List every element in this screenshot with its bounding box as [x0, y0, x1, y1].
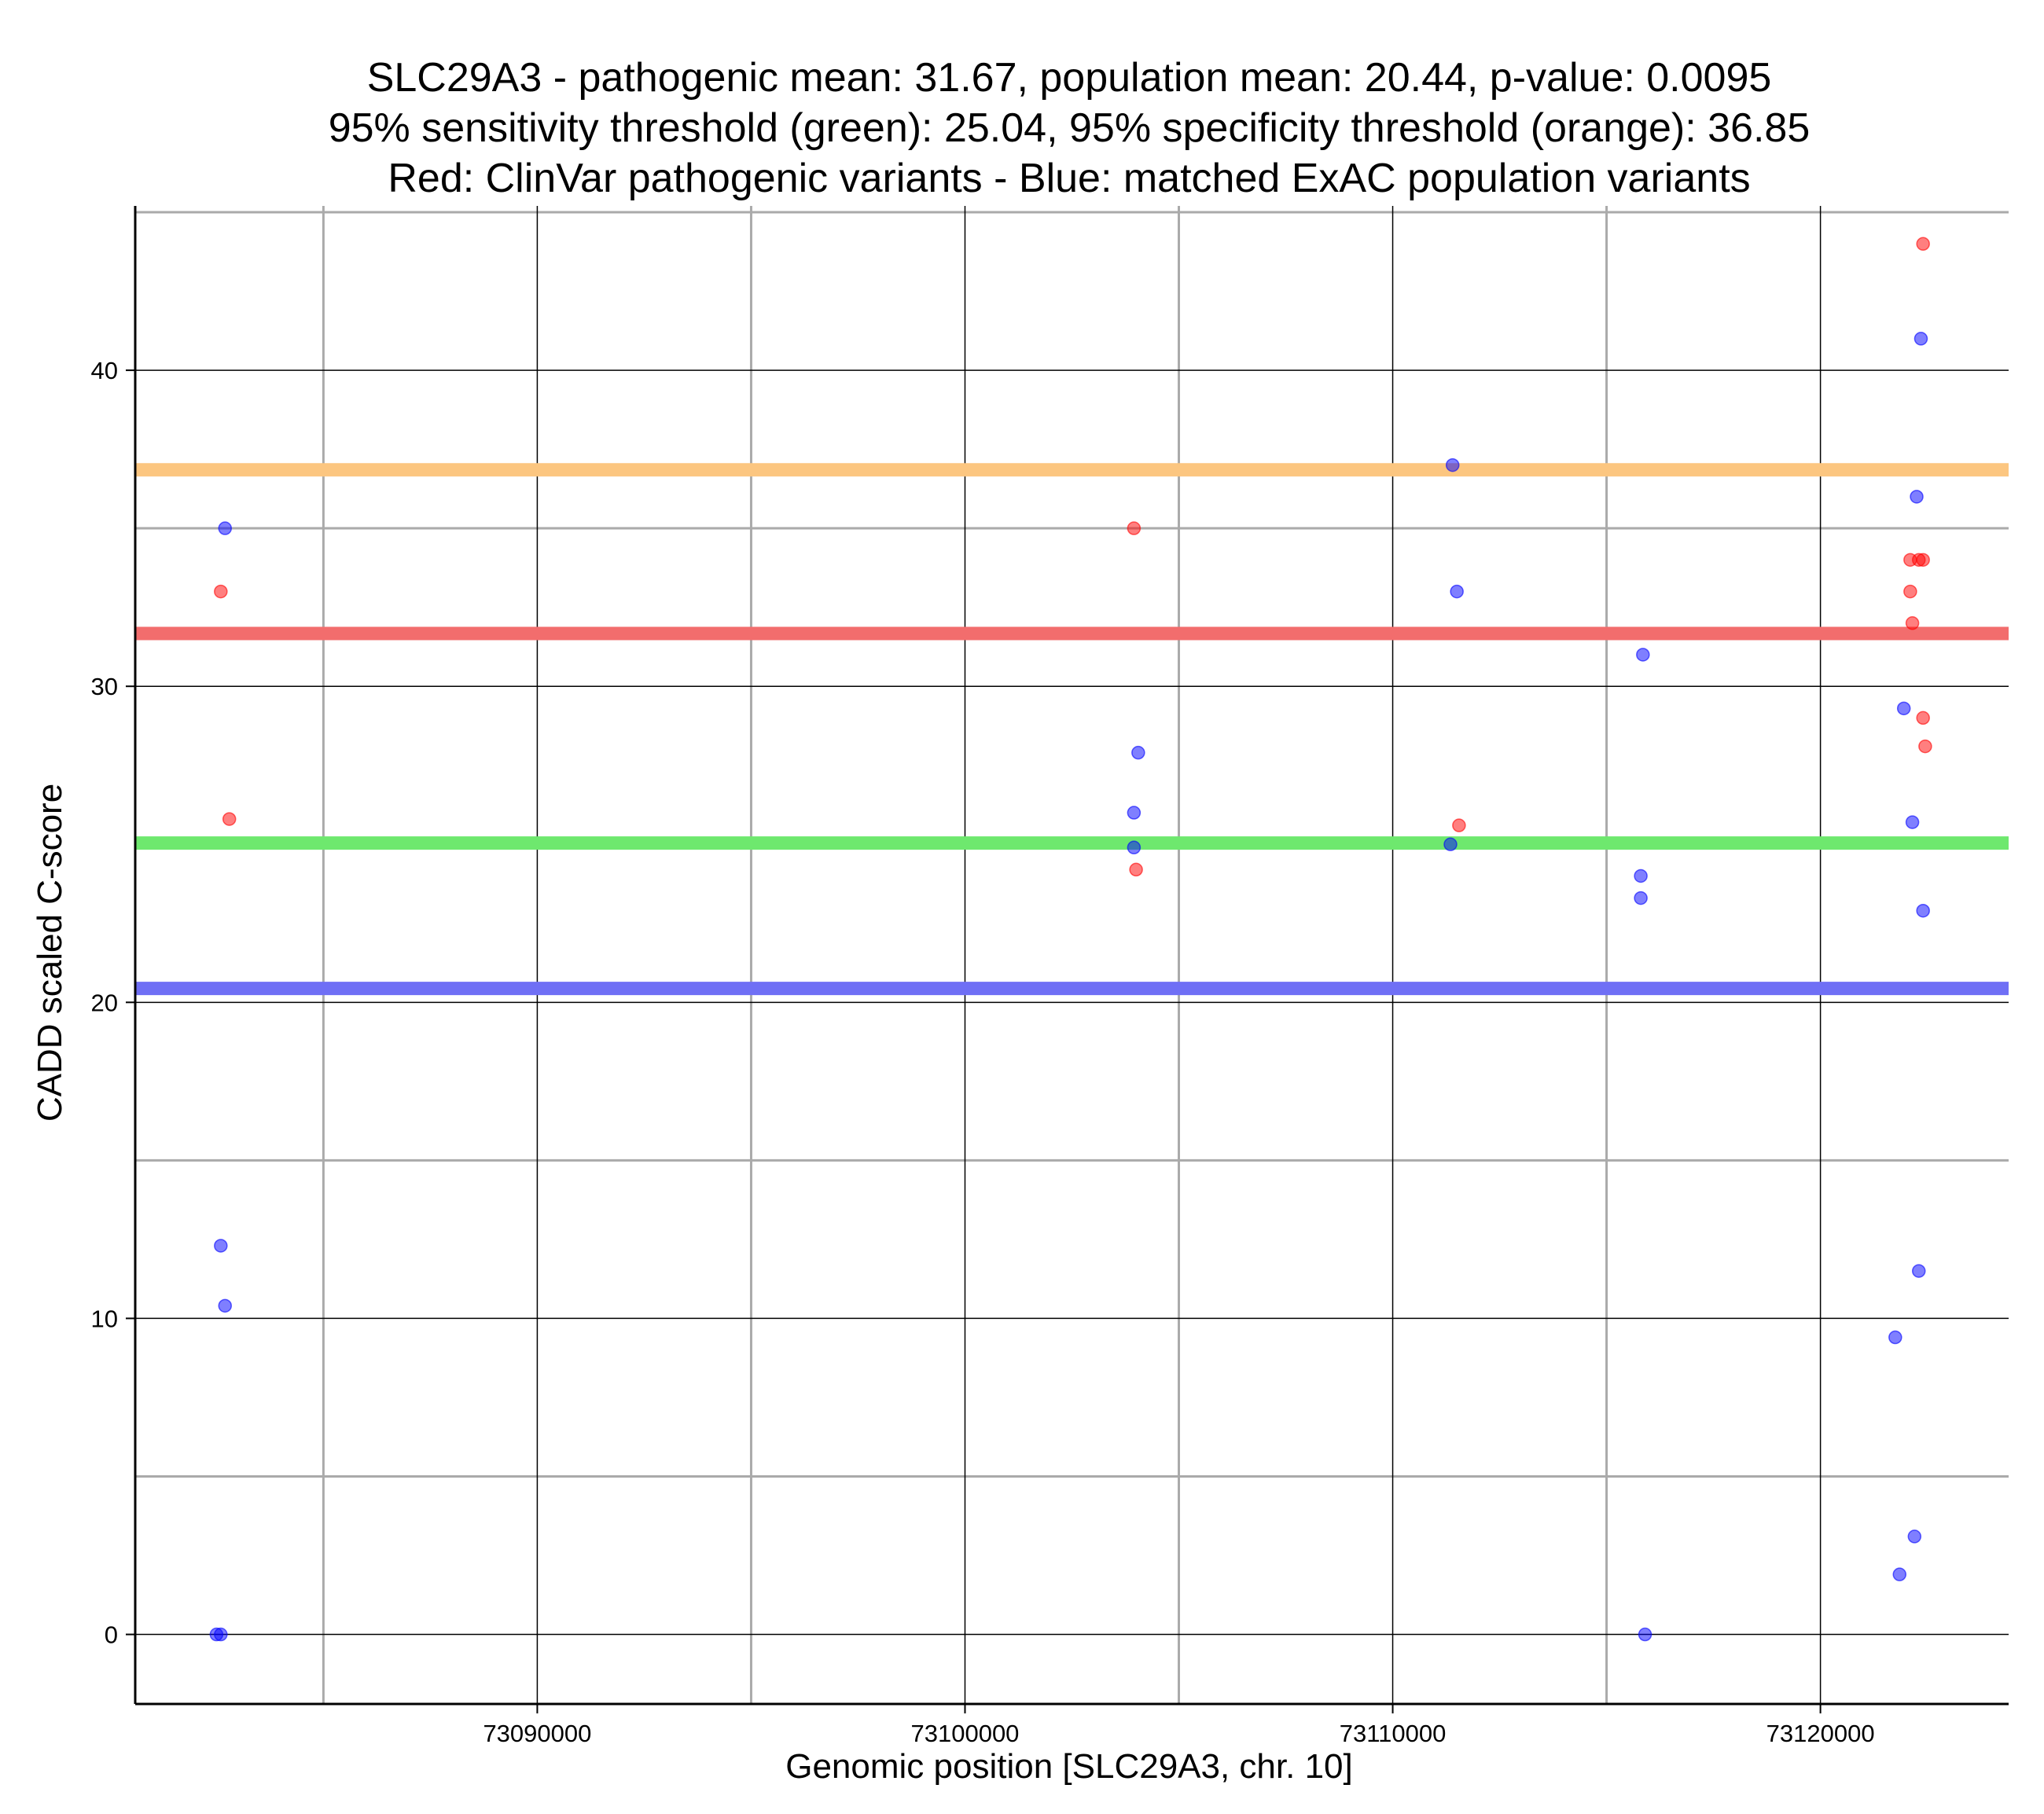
y-tick-label: 10 [91, 1305, 118, 1332]
x-tick-label: 73100000 [911, 1720, 1020, 1747]
population-point [1131, 745, 1145, 760]
population-point [218, 521, 233, 535]
population-point [1896, 701, 1911, 716]
pathogenic-point [1916, 711, 1930, 725]
population-point [218, 1298, 233, 1313]
x-tick-label: 73090000 [483, 1720, 591, 1747]
population-point [1913, 332, 1928, 346]
grid [135, 206, 2009, 1704]
pathogenic-point [1127, 521, 1141, 535]
pathogenic-point [1903, 584, 1917, 599]
population-point [1450, 584, 1464, 599]
population-point [1888, 1330, 1902, 1345]
population-point [1892, 1567, 1907, 1581]
pathogenic-point [214, 584, 228, 599]
pathogenic-point [1905, 616, 1920, 630]
x-axis-title: Genomic position [SLC29A3, chr. 10] [785, 1747, 1353, 1786]
y-tick-label: 20 [91, 989, 118, 1016]
population-point [1634, 868, 1648, 883]
population-point [1634, 890, 1648, 905]
tick-labels: 73090000 73100000 73110000 73120000 0 10 20 30 4… [91, 357, 1875, 1747]
y-tick-label: 40 [91, 357, 118, 384]
population-point [1636, 648, 1650, 662]
chart-title-line-1: SLC29A3 - pathogenic mean: 31.67, popula… [367, 55, 1772, 101]
x-tick-label: 73120000 [1766, 1720, 1875, 1747]
data-points [209, 237, 1932, 1642]
pathogenic-point [1129, 862, 1143, 877]
population-point [1910, 490, 1924, 504]
population-point [1445, 457, 1460, 472]
axes [134, 206, 2009, 1706]
pathogenic-point [1916, 553, 1930, 567]
x-tick-label: 73110000 [1340, 1720, 1447, 1747]
y-tick-label: 30 [91, 673, 118, 700]
population-point [1127, 806, 1141, 820]
pathogenic-point [1452, 818, 1466, 832]
reference-lines [135, 463, 2009, 996]
y-tick-label: 0 [105, 1621, 118, 1649]
pathogenic-point [1916, 237, 1930, 252]
chart-title-line-3: Red: ClinVar pathogenic variants - Blue:… [388, 156, 1750, 201]
population-point [1443, 837, 1458, 852]
population-point [1907, 1529, 1922, 1544]
chart-title: SLC29A3 - pathogenic mean: 31.67, popula… [329, 55, 1811, 201]
chart-title-line-2: 95% sensitivity threshold (green): 25.04… [329, 105, 1811, 151]
population-point [1911, 1264, 1926, 1278]
y-axis-title: CADD scaled C-score [31, 784, 69, 1122]
pathogenic-point [1918, 739, 1932, 754]
population-point [214, 1627, 228, 1642]
population-point [1638, 1627, 1652, 1642]
population-point [1905, 815, 1920, 829]
population-point [1127, 840, 1141, 855]
pathogenic-point [222, 812, 237, 826]
population-point [214, 1239, 228, 1253]
population-point [1916, 903, 1930, 918]
